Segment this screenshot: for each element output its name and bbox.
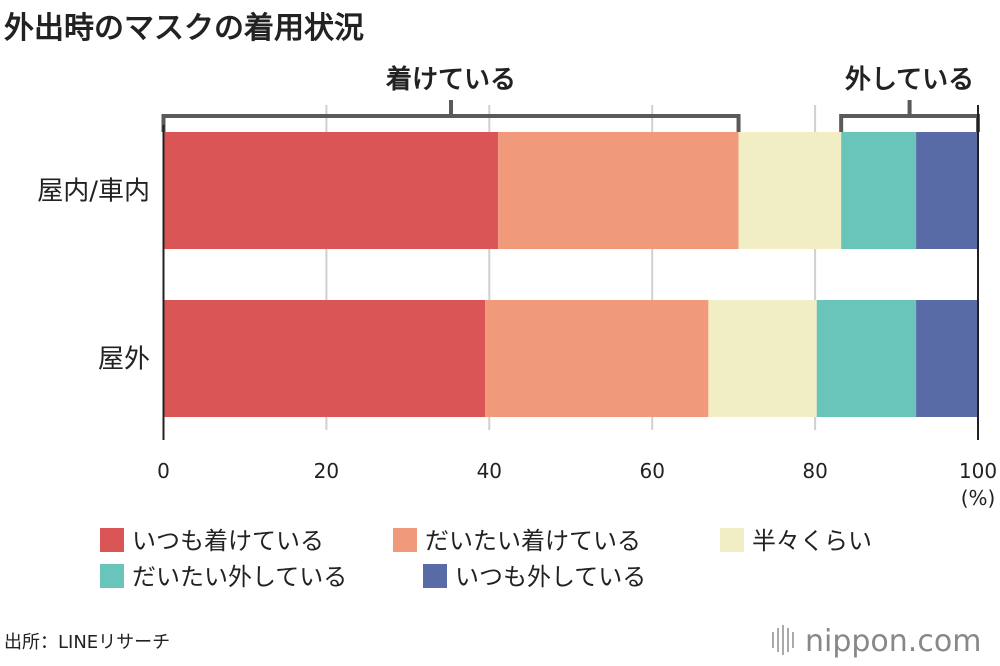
legend-label: いつも外している bbox=[455, 563, 646, 591]
legend-swatch bbox=[100, 528, 124, 552]
bar-segment bbox=[816, 300, 917, 417]
legend-label: だいたい外している bbox=[132, 563, 347, 591]
legend-label: いつも着けている bbox=[132, 527, 324, 555]
x-tick-label: 40 bbox=[477, 459, 502, 483]
chart-title: 外出時のマスクの着用状況 bbox=[4, 11, 364, 46]
logo-text: nippon.com bbox=[805, 624, 981, 659]
bar-segment bbox=[163, 132, 499, 249]
bar-segment bbox=[485, 300, 709, 417]
x-tick-label: 80 bbox=[802, 459, 827, 483]
bar-segment bbox=[708, 300, 817, 417]
bracket bbox=[161, 100, 741, 132]
category-label: 屋内/車内 bbox=[37, 177, 150, 207]
legend-swatch bbox=[720, 528, 744, 552]
bar-segment bbox=[738, 132, 842, 249]
bar-segment bbox=[916, 300, 978, 417]
x-tick-label: 100 bbox=[959, 459, 997, 483]
bar-segment bbox=[841, 132, 917, 249]
category-label: 屋外 bbox=[98, 345, 150, 375]
legend-swatch bbox=[393, 528, 417, 552]
logo-mark-icon bbox=[772, 625, 794, 655]
bracket bbox=[839, 100, 980, 132]
bar-segment bbox=[163, 300, 486, 417]
legend-swatch bbox=[423, 564, 447, 588]
x-tick-label: 20 bbox=[314, 459, 339, 483]
bar-segment bbox=[916, 132, 978, 249]
bracket-label: 外している bbox=[845, 65, 974, 95]
x-unit-label: (%) bbox=[961, 486, 996, 510]
x-tick-label: 0 bbox=[157, 459, 170, 483]
legend-label: だいたい着けている bbox=[425, 527, 641, 555]
legend-label: 半々くらい bbox=[752, 527, 872, 555]
x-tick-label: 60 bbox=[639, 459, 664, 483]
legend-swatch bbox=[100, 564, 124, 588]
bar-segment bbox=[498, 132, 739, 249]
bracket-label: 着けている bbox=[385, 64, 516, 95]
nippon-logo: nippon.com bbox=[772, 624, 981, 659]
source-note: 出所：LINEリサーチ bbox=[4, 632, 170, 653]
